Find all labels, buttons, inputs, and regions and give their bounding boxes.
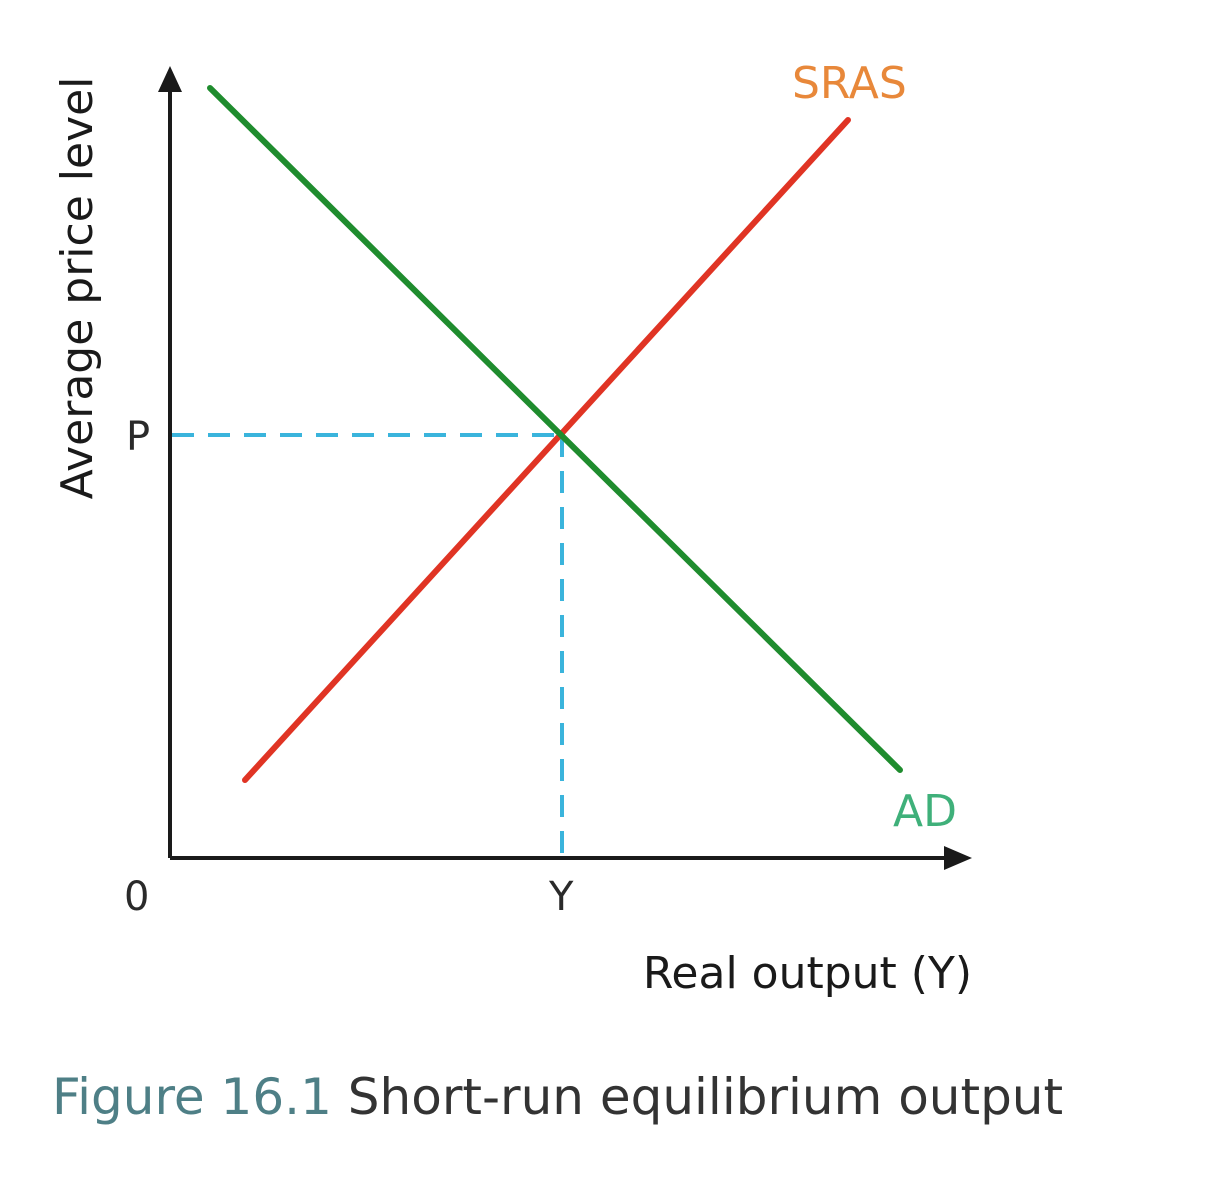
- sras-label: SRAS: [792, 58, 907, 109]
- y-axis-arrow: [158, 66, 182, 92]
- y-tick-label-p: P: [126, 414, 150, 460]
- ad-label: AD: [893, 786, 957, 837]
- x-tick-label-y: Y: [548, 874, 574, 920]
- origin-label: 0: [124, 874, 149, 920]
- ad-curve: [207, 85, 903, 773]
- y-axis-label: Average price level: [52, 77, 103, 500]
- sras-curve: [242, 117, 851, 783]
- x-axis-arrow: [944, 846, 972, 870]
- figure-title: Short-run equilibrium output: [347, 1068, 1064, 1126]
- x-axis-label: Real output (Y): [643, 948, 972, 999]
- figure-number: Figure 16.1: [52, 1068, 332, 1126]
- figure-caption: Figure 16.1 Short-run equilibrium output: [52, 1068, 1063, 1126]
